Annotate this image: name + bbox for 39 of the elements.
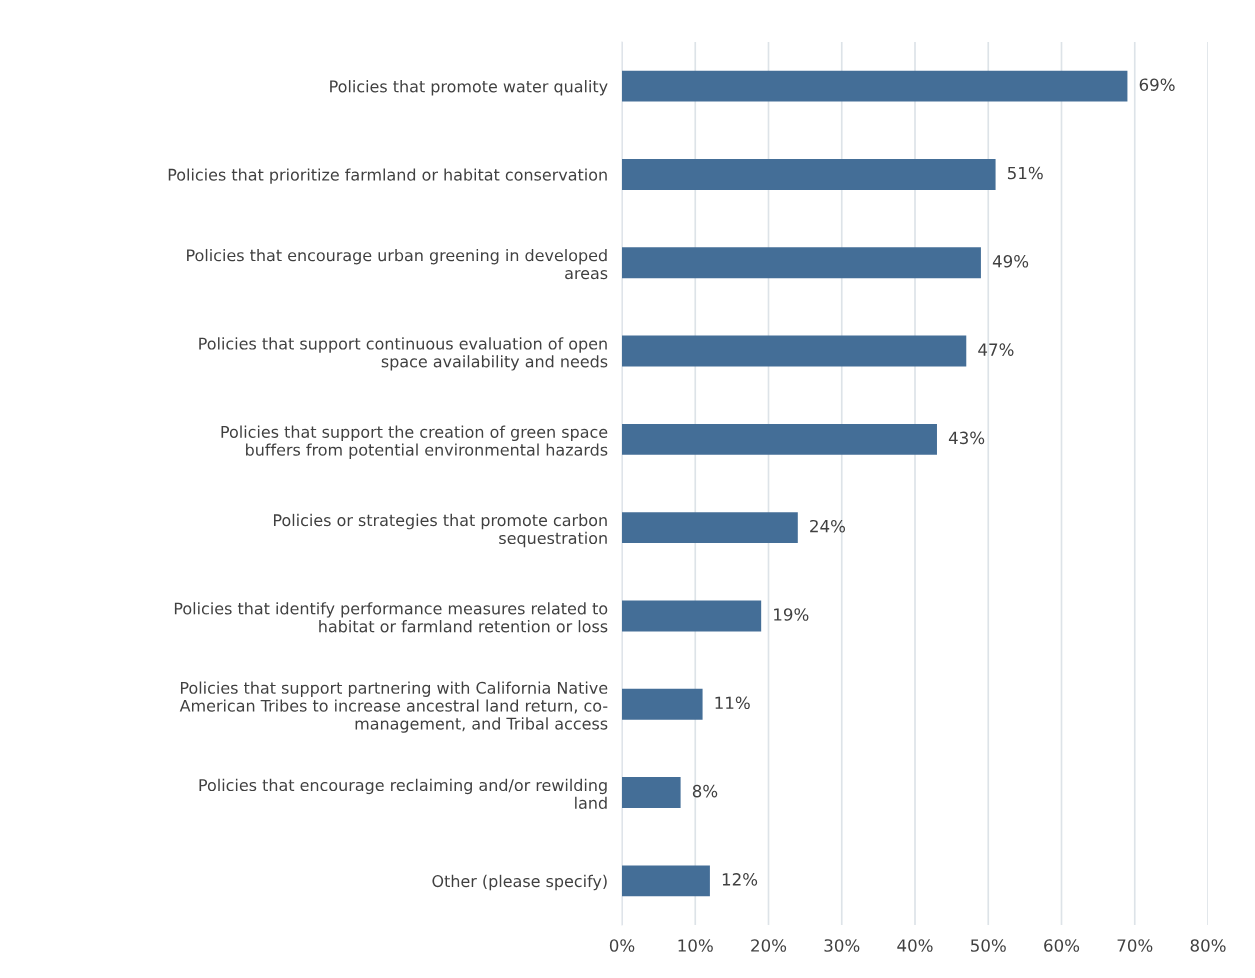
x-tick-label: 60% <box>1044 939 1080 952</box>
data-label: 51% <box>1007 166 1043 180</box>
data-label: 24% <box>810 519 846 533</box>
y-tick-label: Policies that support the creation of green space buffers from potential environmental hazards <box>221 425 608 459</box>
bar <box>622 159 996 190</box>
y-tick-label: Policies that identify performance measures related to habitat or farmland retention or loss <box>174 602 608 633</box>
data-label: 49% <box>992 254 1029 268</box>
bar <box>622 70 1128 102</box>
data-label: 47% <box>978 343 1014 356</box>
bar <box>622 423 937 455</box>
x-tick-label: 10% <box>678 939 713 952</box>
y-tick-label: Policies that prioritize farmland or habitat conservation <box>168 168 607 184</box>
bar <box>622 688 703 720</box>
bar <box>622 335 967 367</box>
y-tick-label: Policies that encourage urban greening in developed areas <box>187 248 608 280</box>
data-label: 11% <box>715 696 750 710</box>
x-tick-label: 70% <box>1117 939 1153 952</box>
data-label: 43% <box>948 431 985 445</box>
x-tick-label: 30% <box>824 939 860 952</box>
y-tick-label: Policies that encourage reclaiming and/or rewilding land <box>199 778 607 809</box>
bar <box>622 600 762 632</box>
y-tick-label: Policies that promote water quality <box>330 80 608 96</box>
bar <box>622 865 710 897</box>
bar <box>622 777 681 808</box>
data-label: 19% <box>774 608 809 621</box>
data-label: 12% <box>722 873 758 886</box>
x-tick-label: 40% <box>897 939 933 952</box>
data-label: 69% <box>1139 78 1175 91</box>
x-tick-label: 0% <box>609 939 635 952</box>
data-label: 8% <box>692 784 718 798</box>
y-tick-label: Policies that support continuous evaluation of open space availability and needs <box>199 337 608 371</box>
x-tick-label: 80% <box>1190 939 1226 952</box>
y-tick-label: Policies that support partnering with California Native American Tribes to increase ancestral land return, co- management, and Tribal access <box>179 681 608 733</box>
bar <box>622 512 798 544</box>
x-tick-label: 20% <box>751 939 787 952</box>
x-tick-label: 50% <box>971 939 1006 952</box>
bar <box>622 247 981 279</box>
y-tick-label: Policies or strategies that promote carbon sequestration <box>273 513 607 548</box>
y-tick-label: Other (please specify) <box>432 874 607 891</box>
